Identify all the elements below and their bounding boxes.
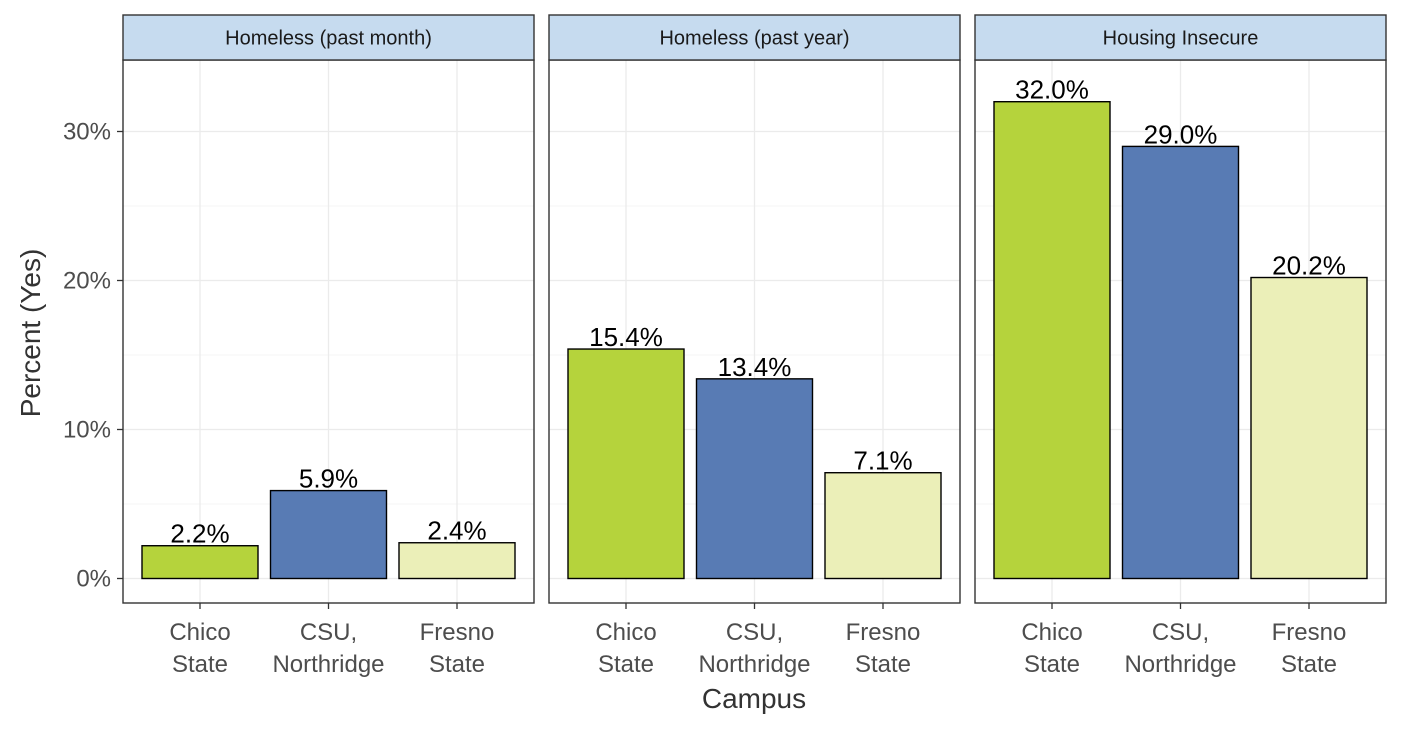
- bar: [824, 472, 942, 580]
- bar-value-label: 20.2%: [1272, 251, 1346, 281]
- bar-value-label: 2.4%: [427, 516, 486, 546]
- facet-panel: 32.0% 29.0% 20.2% Housing Insecure Chico Stat…: [974, 14, 1387, 678]
- bar: [1250, 276, 1368, 580]
- x-tick-label-line: Fresno: [1272, 619, 1347, 646]
- facet-strip: [122, 14, 535, 61]
- x-tick-label-line: Chico: [169, 619, 230, 646]
- y-tick-label: 30%: [63, 119, 111, 146]
- x-tick-label: CSU, Northridge: [272, 619, 384, 678]
- x-tick-label-line: State: [855, 651, 911, 678]
- x-tick-label-line: State: [598, 651, 654, 678]
- x-tick-label-line: CSU,: [726, 619, 783, 646]
- x-axis-title: Campus: [702, 683, 806, 714]
- bar: [398, 542, 516, 580]
- bar-value-label: 32.0%: [1015, 75, 1089, 105]
- x-tick-label: CSU, Northridge: [698, 619, 810, 678]
- x-tick-label-line: CSU,: [1152, 619, 1209, 646]
- bar: [695, 378, 814, 580]
- x-tick-label: Fresno State: [420, 619, 495, 678]
- facet-strip-label: Homeless (past year): [659, 28, 849, 50]
- x-tick-label: Chico State: [1021, 619, 1082, 678]
- y-tick-label: 0%: [76, 566, 111, 593]
- facet-strip-label: Homeless (past month): [225, 28, 432, 50]
- x-tick-label: Chico State: [169, 619, 230, 678]
- bar-value-label: 5.9%: [299, 464, 358, 494]
- x-tick-label-line: State: [172, 651, 228, 678]
- x-tick-label-line: Chico: [595, 619, 656, 646]
- x-tick-label-line: Fresno: [846, 619, 921, 646]
- bar-value-label: 2.2%: [170, 519, 229, 549]
- bar: [141, 545, 259, 580]
- x-tick-label-line: Fresno: [420, 619, 495, 646]
- x-tick-label-line: Northridge: [1124, 651, 1236, 678]
- y-tick-label: 10%: [63, 417, 111, 444]
- bar-value-label: 29.0%: [1144, 119, 1218, 149]
- y-axis-title: Percent (Yes): [15, 249, 46, 418]
- facet-panel: 2.2% 5.9% 2.4% Homeless (past month) Chico St…: [122, 14, 535, 678]
- x-tick-label-line: Chico: [1021, 619, 1082, 646]
- facet-strip: [548, 14, 961, 61]
- y-tick-label: 20%: [63, 268, 111, 295]
- x-tick-label: Fresno State: [1272, 619, 1347, 678]
- bar: [567, 348, 685, 580]
- x-tick-label-line: Northridge: [272, 651, 384, 678]
- facet-strip: [974, 14, 1387, 61]
- x-tick-label-line: State: [1281, 651, 1337, 678]
- bar: [269, 489, 388, 580]
- bar-value-label: 7.1%: [853, 446, 912, 476]
- x-tick-label: CSU, Northridge: [1124, 619, 1236, 678]
- x-tick-label: Chico State: [595, 619, 656, 678]
- x-tick-label-line: State: [429, 651, 485, 678]
- x-tick-label-line: Northridge: [698, 651, 810, 678]
- x-tick-label-line: CSU,: [300, 619, 357, 646]
- facet-strip-label: Housing Insecure: [1103, 28, 1259, 50]
- bar-value-label: 15.4%: [589, 322, 663, 352]
- bar: [1121, 145, 1240, 580]
- x-tick-label-line: State: [1024, 651, 1080, 678]
- bar-value-label: 13.4%: [718, 352, 792, 382]
- y-axis: 0% 10% 20% 30%: [63, 119, 123, 593]
- x-tick-label: Fresno State: [846, 619, 921, 678]
- bar: [993, 100, 1111, 580]
- facet-panel: 15.4% 13.4% 7.1% Homeless (past year) Chico S…: [548, 14, 961, 678]
- facet-panels: 2.2% 5.9% 2.4% Homeless (past month) Chico St…: [122, 14, 1387, 678]
